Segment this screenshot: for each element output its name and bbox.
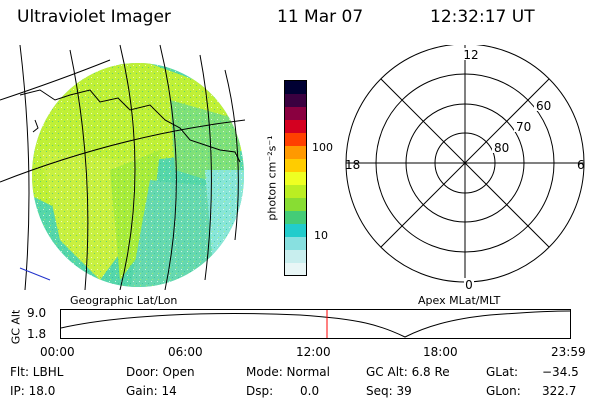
dsp-value: 0.0 [300, 384, 320, 398]
time-tick-2359: 23:59 [551, 345, 586, 359]
altitude-plot-frame [60, 309, 571, 339]
colorbar-band [285, 224, 306, 238]
mlt-label-6: 6 [577, 158, 585, 172]
colorbar-band [285, 263, 306, 276]
mlat-label-70: 70 [516, 120, 531, 134]
colorbar-band [285, 237, 306, 251]
gain-status: Gain: 14 [126, 384, 177, 398]
door-status: Door: Open [126, 365, 195, 379]
colorbar-band [285, 94, 306, 108]
altitude-y-max: 9.0 [27, 306, 47, 320]
seq-status: Seq: 39 [366, 384, 412, 398]
observation-date: 11 Mar 07 [277, 7, 364, 27]
colorbar-band [285, 159, 306, 173]
colorbar-band [285, 81, 306, 95]
app-title: Ultraviolet Imager [17, 7, 171, 27]
colorbar-band [285, 120, 306, 134]
colorbar-band [285, 198, 306, 212]
mlt-label-0: 0 [465, 278, 473, 292]
colorbar-band [285, 250, 306, 264]
altitude-axis-label: GC Alt [9, 309, 23, 345]
time-tick-0000: 00:00 [40, 345, 75, 359]
time-tick-0600: 06:00 [168, 345, 203, 359]
colorbar-tick-10: 10 [314, 229, 328, 242]
glon-label: GLon: [486, 384, 521, 398]
colorbar-band [285, 172, 306, 186]
colorbar-band [285, 211, 306, 225]
altitude-plot [60, 309, 571, 339]
altitude-y-min: 1.8 [27, 327, 47, 341]
mlat-label-80: 80 [494, 141, 509, 155]
colorbar-band [285, 133, 306, 147]
mlt-label-18: 18 [345, 158, 360, 172]
glat-value: −34.5 [542, 365, 579, 379]
uv-image-geographic [0, 44, 246, 290]
colorbar-band [285, 107, 306, 121]
colorbar-tick-100: 100 [312, 141, 333, 154]
altitude-axis-label-wrap: GC Alt [10, 310, 26, 345]
mode-status: Mode: Normal [246, 365, 330, 379]
filter-status: Flt: LBHL [10, 365, 64, 379]
mlat-label-60: 60 [536, 99, 551, 113]
dsp-label: Dsp: [246, 384, 274, 398]
intensity-colorbar [284, 80, 307, 276]
colorbar-band [285, 146, 306, 160]
time-tick-1200: 12:00 [296, 345, 331, 359]
colorbar-unit-label: photon cm⁻²s⁻¹ [265, 135, 279, 221]
gc-alt-status: GC Alt: 6.8 Re [366, 365, 450, 379]
ip-status: IP: 18.0 [10, 384, 56, 398]
mlt-label-12: 12 [463, 48, 478, 62]
apex-panel-label: Apex MLat/MLT [418, 294, 501, 307]
colorbar-band [285, 185, 306, 199]
observation-time: 12:32:17 UT [430, 7, 535, 27]
geographic-panel-label: Geographic Lat/Lon [70, 294, 178, 307]
glon-value: 322.7 [542, 384, 577, 398]
glat-label: GLat: [486, 365, 519, 379]
colorbar-label-wrap: photon cm⁻²s⁻¹ [266, 135, 282, 220]
polar-mlat-mlt-plot: 12 18 6 0 60 70 80 [345, 45, 585, 292]
time-tick-1800: 18:00 [423, 345, 458, 359]
